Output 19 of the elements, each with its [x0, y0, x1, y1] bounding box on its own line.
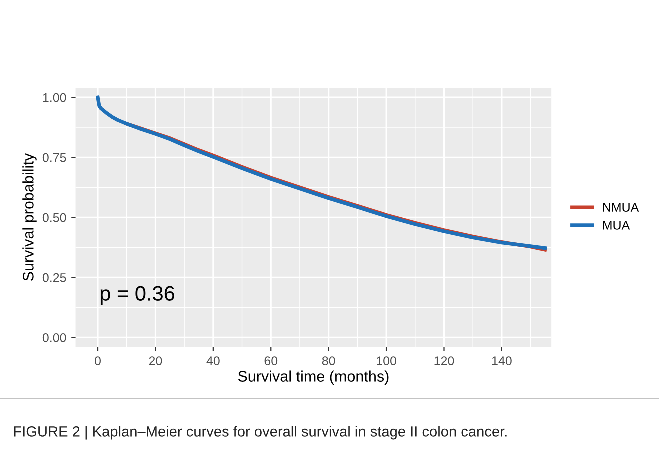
x-tick-label: 0 — [95, 356, 101, 366]
y-tick-label: 0.75 — [42, 153, 66, 162]
legend-label: NMUA — [603, 203, 640, 212]
y-tick-label: 0.50 — [42, 213, 66, 222]
annotation: p = 0.36 — [100, 286, 175, 306]
x-tick-label: 120 — [434, 356, 454, 366]
y-axis-title: Survival probability — [22, 154, 37, 282]
x-tick-label: 140 — [492, 356, 512, 366]
y-tick-label: 0.00 — [42, 333, 66, 342]
x-axis-title: Survival time (months) — [238, 370, 389, 385]
y-tick-label: 1.00 — [43, 93, 66, 102]
x-tick-label: 100 — [377, 356, 396, 366]
y-tick-label: 0.25 — [42, 273, 66, 282]
x-tick-label: 80 — [322, 356, 336, 366]
x-tick-label: 20 — [149, 356, 162, 366]
x-tick-label: 60 — [264, 356, 278, 366]
legend-label: MUA — [603, 221, 630, 230]
x-tick-label: 40 — [206, 356, 220, 366]
caption: FIGURE 2 | Kaplan–Meier curves for overall survival in stage II colon cancer. — [14, 426, 507, 440]
